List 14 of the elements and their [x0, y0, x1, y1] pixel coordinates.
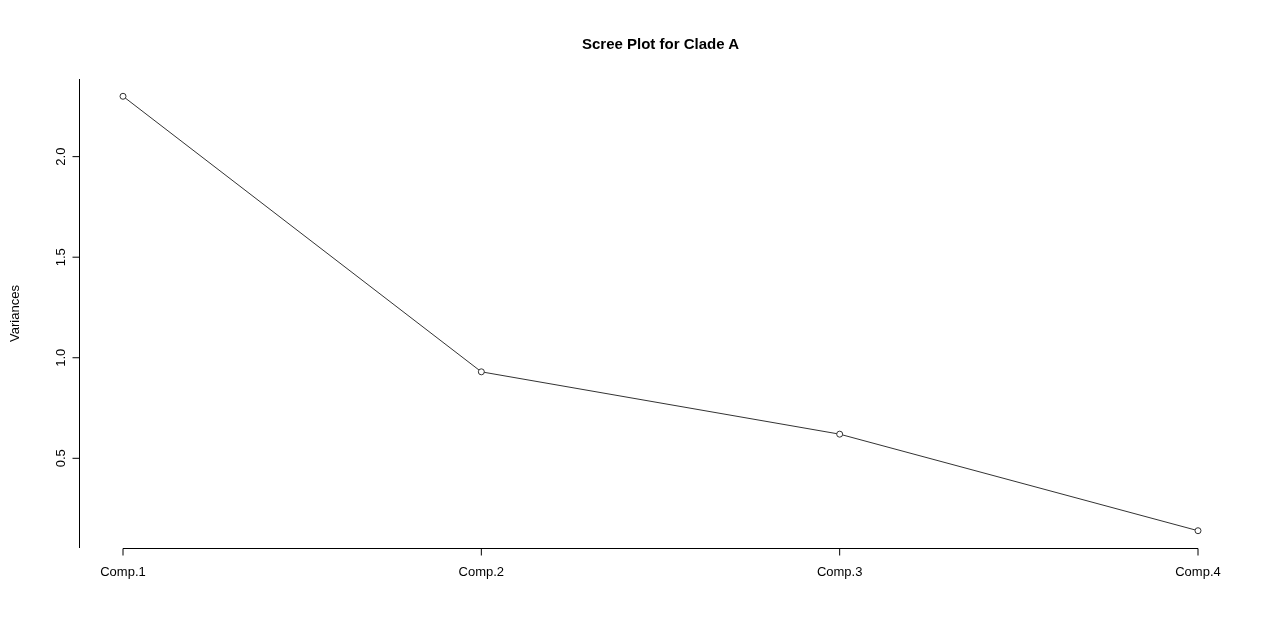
x-tick-label: Comp.3: [816, 563, 863, 579]
y-tick-label: 2.0: [52, 147, 68, 166]
y-tick-label: 0.5: [52, 449, 68, 468]
y-axis-title: Variances: [7, 284, 23, 342]
point: [119, 92, 127, 100]
y-tick-label: 1.5: [52, 248, 68, 267]
point: [836, 430, 844, 438]
y-tick-label: 1.0: [52, 348, 68, 367]
point: [477, 368, 485, 376]
x-tick-label: Comp.4: [1175, 563, 1221, 579]
x-tick-label: Comp.1: [100, 563, 146, 579]
point: [1194, 527, 1202, 535]
chart-title: Scree Plot for Clade A: [582, 35, 740, 53]
x-tick-label: Comp.2: [458, 563, 505, 579]
